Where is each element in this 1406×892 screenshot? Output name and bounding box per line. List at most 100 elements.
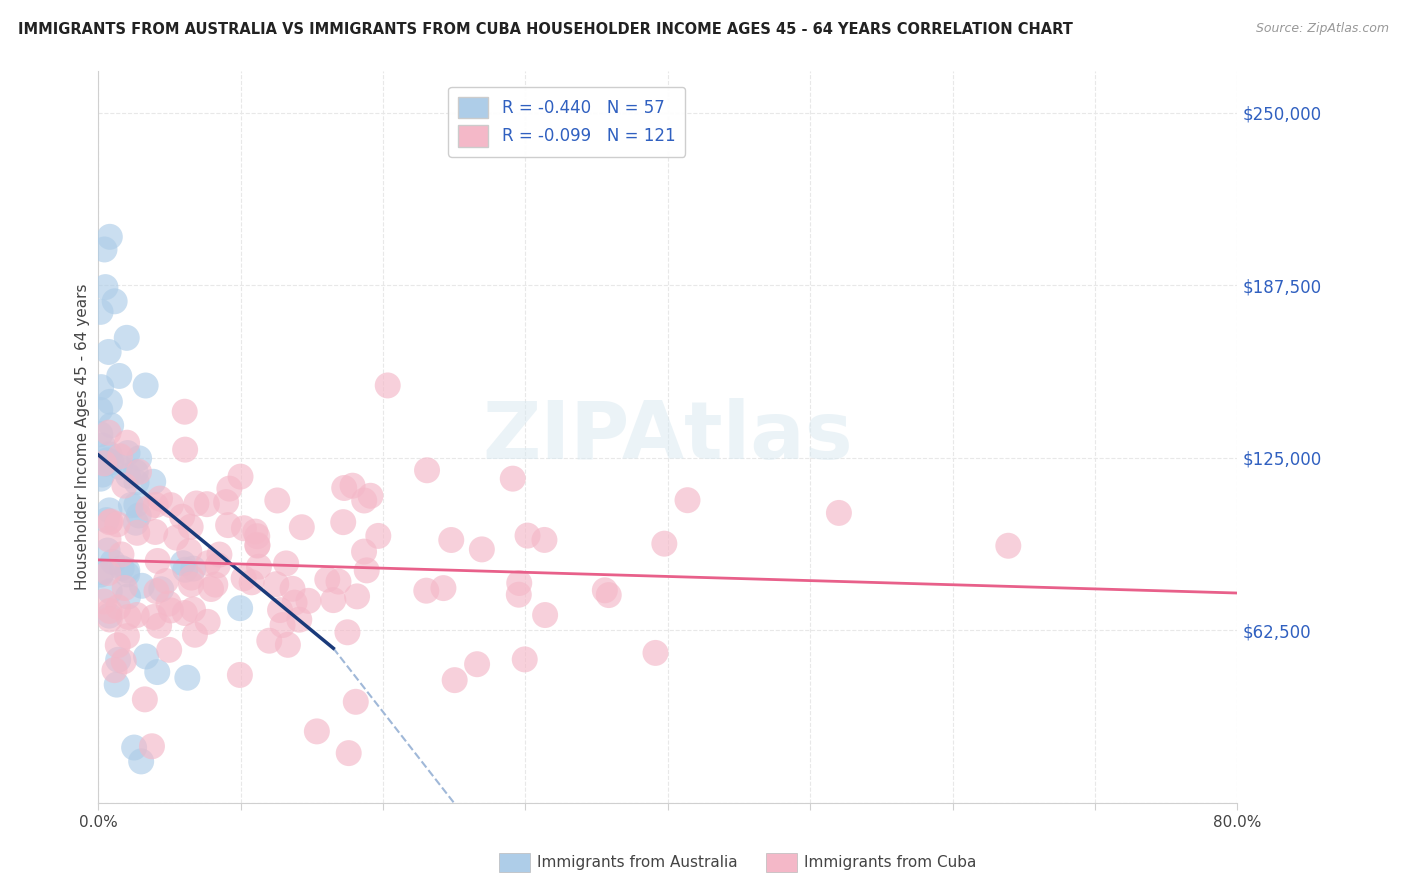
Point (90, 567, 112, 582)
Point (232, 521, 254, 535)
Point (245, 524, 267, 539)
Point (443, 673, 465, 687)
Point (513, 652, 536, 666)
Point (328, 574, 350, 589)
Point (97, 345, 120, 359)
Point (129, 755, 152, 769)
Point (114, 581, 136, 595)
Point (232, 571, 254, 585)
Point (432, 581, 454, 595)
Point (160, 498, 183, 512)
Text: Source: ZipAtlas.com: Source: ZipAtlas.com (1256, 22, 1389, 36)
Point (359, 489, 381, 503)
Point (173, 405, 195, 419)
Point (91, 439, 114, 453)
Point (247, 559, 270, 574)
Point (110, 561, 132, 575)
Point (266, 577, 288, 591)
Point (598, 588, 620, 602)
Point (145, 498, 167, 512)
Point (284, 596, 307, 610)
Point (291, 520, 314, 534)
Point (91, 565, 114, 579)
Point (107, 638, 129, 652)
Point (91, 467, 114, 482)
Point (508, 588, 530, 602)
Point (180, 571, 202, 585)
Point (127, 525, 149, 540)
Point (98, 608, 121, 623)
Point (502, 472, 524, 486)
Point (104, 294, 127, 309)
Point (179, 544, 201, 558)
Point (322, 593, 344, 607)
Point (342, 479, 364, 493)
Point (100, 455, 122, 469)
Point (534, 608, 557, 623)
Point (94, 280, 117, 294)
Point (89, 402, 111, 417)
Point (471, 542, 494, 557)
Point (593, 583, 616, 598)
Point (105, 517, 128, 532)
Point (89, 427, 111, 442)
Point (305, 724, 328, 739)
Point (246, 538, 269, 552)
Point (207, 558, 229, 573)
Point (281, 582, 304, 596)
Point (115, 629, 138, 643)
Point (146, 554, 169, 568)
Point (316, 573, 339, 587)
Point (97, 566, 120, 580)
Point (100, 418, 122, 433)
Point (377, 378, 399, 392)
Point (149, 491, 172, 506)
Point (98, 394, 121, 409)
Point (172, 556, 194, 570)
Point (160, 603, 183, 617)
Point (136, 501, 159, 516)
Point (240, 575, 263, 590)
Point (180, 577, 202, 591)
Point (100, 515, 122, 529)
Point (828, 506, 851, 520)
Point (117, 563, 139, 577)
Point (115, 567, 138, 582)
Point (112, 478, 135, 492)
Point (229, 469, 252, 483)
Point (98, 604, 121, 618)
Point (117, 610, 139, 624)
Point (96, 453, 118, 467)
Point (288, 613, 311, 627)
Point (155, 574, 177, 588)
Point (90, 380, 112, 394)
Point (128, 451, 150, 466)
Point (229, 668, 252, 682)
Point (112, 654, 135, 668)
Point (98, 447, 121, 461)
Point (98, 503, 121, 517)
Point (336, 625, 359, 640)
Point (108, 368, 131, 383)
Point (148, 619, 170, 633)
Point (141, 739, 163, 754)
Point (180, 520, 202, 534)
Point (533, 533, 555, 547)
Point (516, 528, 538, 542)
Point (246, 529, 269, 543)
Point (644, 646, 666, 660)
Point (367, 529, 389, 543)
Point (195, 497, 218, 511)
Point (120, 498, 142, 512)
Point (174, 563, 197, 577)
Text: IMMIGRANTS FROM AUSTRALIA VS IMMIGRANTS FROM CUBA HOUSEHOLDER INCOME AGES 45 - 6: IMMIGRANTS FROM AUSTRALIA VS IMMIGRANTS … (18, 22, 1073, 37)
Point (143, 524, 166, 539)
Point (134, 692, 156, 706)
Point (117, 590, 139, 604)
Point (173, 606, 195, 620)
Point (115, 435, 138, 450)
Point (107, 600, 129, 615)
Point (440, 533, 463, 547)
Point (150, 582, 173, 597)
Point (176, 671, 198, 685)
